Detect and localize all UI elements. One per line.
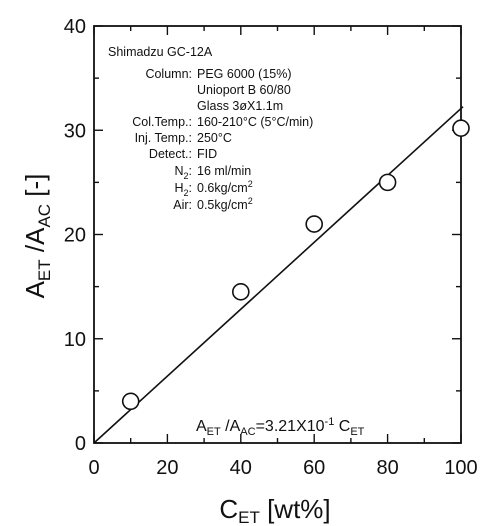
eq-a-sub: ET [207, 426, 221, 438]
conditions-annotation: Shimadzu GC-12A Column: PEG 6000 (15%) U… [108, 45, 313, 212]
y-tick-label: 40 [64, 16, 86, 38]
eq-mid-sub: AC [240, 426, 255, 438]
h2-value-main: 0.6kg/cm [197, 181, 248, 195]
air-label: Air: [173, 198, 192, 212]
data-points [121, 119, 470, 411]
n2-label-sub: 2 [184, 171, 189, 181]
y-tick-label: 0 [75, 433, 86, 455]
eq-mid: /A [221, 418, 241, 435]
y-tick-label: 10 [64, 329, 86, 351]
row-value: Glass 3øX1.1m [197, 99, 283, 113]
data-point [452, 119, 470, 137]
h2-value-sup: 2 [248, 179, 253, 189]
data-point [232, 283, 250, 301]
y-axis-label-unit: [-] [20, 174, 50, 204]
x-tick-label: 100 [444, 457, 477, 479]
eq-c: C [334, 418, 350, 435]
ticks [93, 25, 462, 444]
n2-label-main: N [174, 164, 183, 178]
h2-value: 0.6kg/cm2 [197, 179, 253, 195]
data-point [121, 392, 140, 411]
eq-a: A [196, 418, 207, 435]
regression-equation: AET /AAC=3.21X10-1 CET [196, 416, 365, 438]
x-axis-label: CET [wt%] [219, 494, 330, 526]
y-axis-label-b-sub: AC [35, 204, 54, 228]
x-tick-label: 60 [303, 457, 325, 479]
row-label: Col.Temp.: [132, 115, 192, 129]
n2-label-colon: : [189, 164, 192, 178]
h2-label-colon: : [189, 181, 192, 195]
y-axis-label-a: A [20, 280, 50, 298]
y-axis-label-a-sub: ET [35, 259, 54, 281]
h2-label-main: H [174, 181, 183, 195]
tick-labels: 0 20 40 60 80 100 0 10 20 30 40 [64, 16, 478, 479]
n2-label: N2: [174, 164, 192, 181]
row-value: Unioport B 60/80 [197, 83, 291, 97]
eq-exp: -1 [325, 416, 335, 428]
row-label: Inj. Temp.: [135, 131, 192, 145]
x-tick-label: 40 [230, 457, 252, 479]
h2-label: H2: [174, 181, 192, 198]
y-tick-label: 20 [64, 225, 86, 247]
air-value-sup: 2 [248, 196, 253, 206]
air-value: 0.5kg/cm2 [197, 196, 253, 212]
y-tick-label: 30 [64, 120, 86, 142]
row-value: FID [197, 147, 217, 161]
instrument-text: Shimadzu GC-12A [108, 45, 213, 59]
row-value: 160-210°C (5°C/min) [197, 115, 313, 129]
eq-c-sub: ET [350, 426, 364, 438]
x-tick-label: 80 [376, 457, 398, 479]
x-tick-label: 20 [156, 457, 178, 479]
eq-rhs: =3.21X10 [256, 418, 325, 435]
h2-label-sub: 2 [184, 188, 189, 198]
x-axis-label-unit: [wt%] [260, 494, 331, 524]
y-axis-label-b: /A [20, 227, 50, 259]
row-label: Detect.: [149, 147, 192, 161]
air-value-main: 0.5kg/cm [197, 198, 248, 212]
data-point [378, 173, 397, 192]
row-value: 250°C [197, 131, 232, 145]
row-label: Column: [145, 67, 192, 81]
x-axis-label-main: C [219, 494, 238, 524]
n2-value: 16 ml/min [197, 164, 251, 178]
data-point [305, 215, 324, 233]
x-axis-label-sub: ET [238, 508, 260, 526]
x-tick-label: 0 [88, 457, 99, 479]
row-value: PEG 6000 (15%) [197, 67, 292, 81]
y-axis-label: AET /AAC [-] [20, 174, 54, 299]
fit-line [93, 106, 464, 444]
